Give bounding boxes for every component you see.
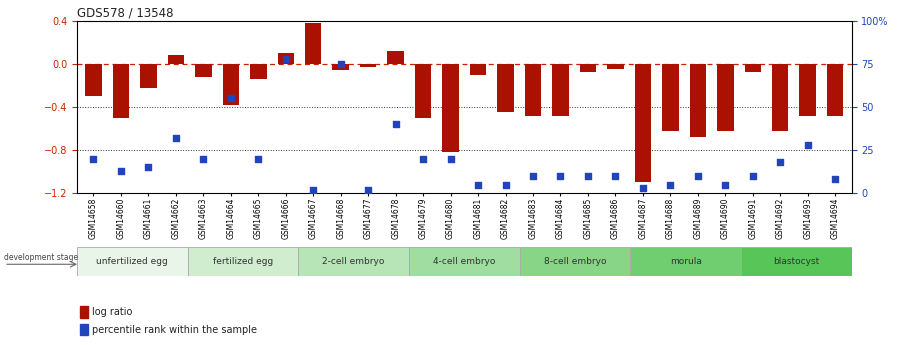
Text: percentile rank within the sample: percentile rank within the sample [92, 325, 257, 335]
Point [141, 165, 156, 170]
Bar [799, 64, 816, 116]
Point [718, 182, 733, 187]
Bar [360, 64, 376, 67]
Point [333, 61, 348, 67]
Point [554, 173, 568, 179]
Bar [188, 247, 298, 276]
Bar [140, 64, 157, 88]
Bar [80, 306, 89, 317]
Text: morula: morula [670, 257, 701, 266]
Point [278, 56, 293, 61]
Bar [168, 55, 184, 64]
Bar [250, 64, 266, 79]
Bar [470, 64, 487, 75]
Bar [631, 247, 741, 276]
Point [773, 159, 787, 165]
Bar [415, 64, 431, 118]
Bar [409, 247, 520, 276]
Point [196, 156, 210, 161]
Bar [497, 64, 514, 112]
Bar [827, 64, 843, 116]
Point [86, 156, 101, 161]
Point [306, 187, 321, 193]
Point [416, 156, 430, 161]
Point [525, 173, 540, 179]
Point [471, 182, 486, 187]
Text: blastocyst: blastocyst [773, 257, 819, 266]
Bar [85, 64, 101, 96]
Bar [223, 64, 239, 105]
Text: development stage: development stage [4, 253, 78, 262]
Bar [112, 64, 130, 118]
Bar [333, 64, 349, 70]
Point [800, 142, 814, 148]
Bar [580, 64, 596, 72]
Bar [662, 64, 679, 131]
Bar [305, 23, 322, 64]
Bar [195, 64, 212, 77]
Bar [298, 247, 409, 276]
Bar [77, 247, 188, 276]
Bar [80, 324, 89, 335]
Bar [717, 64, 734, 131]
Bar [553, 64, 569, 116]
Text: unfertilized egg: unfertilized egg [96, 257, 169, 266]
Point [663, 182, 678, 187]
Point [114, 168, 129, 174]
Bar [388, 51, 404, 64]
Bar [520, 247, 631, 276]
Point [361, 187, 375, 193]
Text: 2-cell embryo: 2-cell embryo [323, 257, 385, 266]
Point [828, 177, 843, 182]
Point [581, 173, 595, 179]
Text: 8-cell embryo: 8-cell embryo [544, 257, 606, 266]
Text: log ratio: log ratio [92, 307, 132, 317]
Point [608, 173, 622, 179]
Bar [689, 64, 706, 137]
Text: 4-cell embryo: 4-cell embryo [433, 257, 496, 266]
Bar [607, 64, 623, 69]
Point [690, 173, 705, 179]
Point [251, 156, 265, 161]
Point [389, 121, 403, 127]
Text: GDS578 / 13548: GDS578 / 13548 [77, 7, 174, 20]
Point [443, 156, 458, 161]
Point [498, 182, 513, 187]
Point [224, 96, 238, 101]
Point [169, 135, 183, 141]
Text: fertilized egg: fertilized egg [213, 257, 273, 266]
Bar [741, 247, 852, 276]
Bar [745, 64, 761, 72]
Bar [442, 64, 458, 152]
Point [636, 185, 651, 191]
Bar [525, 64, 541, 116]
Bar [277, 53, 294, 64]
Bar [634, 64, 651, 183]
Bar [772, 64, 788, 131]
Point [746, 173, 760, 179]
